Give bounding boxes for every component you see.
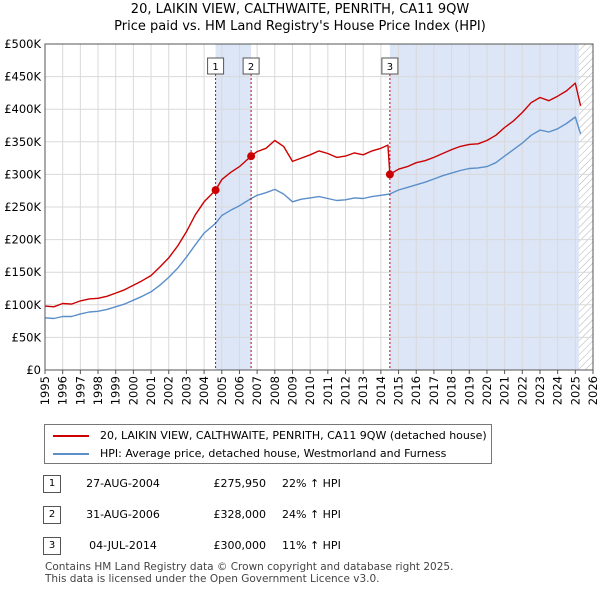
x-tick-label: 2016: [409, 376, 423, 405]
x-tick-label: 2008: [268, 376, 282, 405]
transaction-date: 31-AUG-2006: [86, 508, 160, 521]
chart-title: 20, LAIKIN VIEW, CALTHWAITE, PENRITH, CA…: [130, 2, 470, 17]
x-tick-label: 2017: [427, 376, 441, 405]
sale-marker-label: 3: [387, 62, 393, 73]
sale-marker-box: [381, 57, 399, 75]
x-tick-label: 2002: [162, 376, 176, 405]
x-tick-label: 2014: [374, 376, 388, 405]
sale-marker-label: 1: [212, 62, 218, 73]
transaction-date: 27-AUG-2004: [86, 477, 160, 490]
x-tick-label: 2011: [321, 376, 335, 405]
y-tick-label: £450K: [4, 70, 41, 84]
legend-item-property: 20, LAIKIN VIEW, CALTHWAITE, PENRITH, CA…: [45, 427, 491, 445]
footer-copyright: Contains HM Land Registry data © Crown c…: [45, 561, 454, 573]
y-tick-label: £400K: [4, 102, 41, 116]
x-tick-label: 2023: [533, 376, 547, 405]
x-tick-label: 2012: [339, 376, 353, 405]
x-tick-label: 2021: [498, 376, 512, 405]
x-tick-label: 2003: [179, 376, 193, 405]
x-tick-label: 2019: [462, 376, 476, 405]
x-tick-label: 2004: [197, 376, 211, 405]
transaction-number: 3: [43, 537, 61, 555]
transaction-price: £300,000: [213, 539, 267, 552]
x-tick-label: 2013: [356, 376, 370, 405]
y-tick-label: £250K: [4, 200, 41, 214]
y-tick-label: £50K: [12, 330, 42, 344]
transaction-hpi-delta: 24% ↑ HPI: [282, 508, 341, 521]
sale-point: [385, 170, 394, 179]
sale-marker-box: [207, 57, 225, 75]
y-tick-label: £300K: [4, 167, 41, 181]
x-tick-label: 2007: [250, 376, 264, 405]
x-tick-label: 1998: [91, 376, 105, 405]
x-tick-label: 2022: [515, 376, 529, 405]
sale-marker-box: [242, 57, 260, 75]
y-tick-label: £350K: [4, 135, 41, 149]
transaction-hpi-delta: 22% ↑ HPI: [282, 477, 341, 490]
y-tick-label: £150K: [4, 265, 41, 279]
transaction-price: £328,000: [213, 508, 267, 521]
legend-swatch-hpi: [53, 453, 89, 455]
transaction-date: 04-JUL-2014: [89, 539, 157, 552]
x-tick-label: 2000: [126, 376, 140, 405]
x-tick-label: 2001: [144, 376, 158, 405]
x-tick-label: 1996: [56, 376, 70, 405]
x-tick-label: 2006: [232, 376, 246, 405]
transaction-number: 2: [43, 506, 61, 524]
price-chart: 1 2 3 £0 £50K £100K £150K £200K £250K £300K £350K…: [4, 37, 600, 405]
x-tick-label: 2024: [551, 376, 565, 405]
y-tick-label: £0: [26, 363, 41, 377]
transaction-row: 1 27-AUG-2004 £275,950 22% ↑ HPI: [0, 475, 600, 495]
x-tick-label: 2026: [586, 376, 600, 405]
sale-marker-label: 2: [248, 62, 254, 73]
x-tick-label: 2018: [445, 376, 459, 405]
x-tick-label: 2025: [568, 376, 582, 405]
transaction-number: 1: [43, 475, 61, 493]
legend: 20, LAIKIN VIEW, CALTHWAITE, PENRITH, CA…: [44, 424, 492, 464]
footer-license: This data is licensed under the Open Gov…: [45, 573, 380, 585]
transaction-hpi-delta: 11% ↑ HPI: [282, 539, 341, 552]
x-tick-label: 2005: [215, 376, 229, 405]
x-tick-label: 2010: [303, 376, 317, 405]
transaction-row: 2 31-AUG-2006 £328,000 24% ↑ HPI: [0, 506, 600, 526]
plot-frame: [44, 43, 594, 371]
property-price-line: [44, 82, 582, 308]
y-tick-label: £200K: [4, 233, 41, 247]
y-tick-label: £100K: [4, 298, 41, 312]
chart-subtitle: Price paid vs. HM Land Registry's House …: [114, 19, 486, 34]
x-tick-label: 2020: [480, 376, 494, 405]
transaction-price: £275,950: [213, 477, 267, 490]
x-tick-label: 2009: [285, 376, 299, 405]
x-tick-label: 1999: [109, 376, 123, 405]
sale-point: [211, 186, 220, 195]
legend-swatch-property: [53, 435, 89, 437]
x-tick-label: 2015: [392, 376, 406, 405]
legend-label-hpi: HPI: Average price, detached house, West…: [100, 447, 447, 460]
x-tick-label: 1997: [73, 376, 87, 405]
legend-label-property: 20, LAIKIN VIEW, CALTHWAITE, PENRITH, CA…: [100, 429, 487, 442]
transaction-row: 3 04-JUL-2014 £300,000 11% ↑ HPI: [0, 537, 600, 557]
sale-point: [247, 152, 256, 161]
x-tick-label: 1995: [38, 376, 52, 405]
hpi-line: [44, 116, 582, 320]
y-tick-label: £500K: [4, 37, 41, 51]
legend-item-hpi: HPI: Average price, detached house, West…: [45, 445, 491, 463]
